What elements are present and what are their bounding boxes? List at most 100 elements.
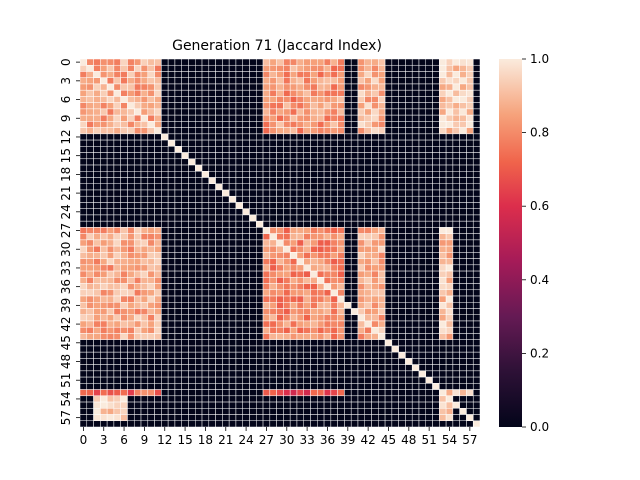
heatmap-cell (330, 364, 338, 372)
heatmap-cell (161, 320, 169, 328)
heatmap-cell (262, 333, 271, 340)
heatmap-cell (466, 195, 474, 203)
heatmap-cell (208, 233, 216, 241)
heatmap-cell (93, 401, 101, 409)
heatmap-cell (161, 71, 169, 78)
heatmap-cell (323, 258, 332, 266)
heatmap-cell (113, 208, 121, 216)
heatmap-cell (86, 252, 94, 259)
heatmap-cell (195, 289, 203, 297)
heatmap-cell (411, 202, 420, 209)
heatmap-cell (195, 227, 203, 234)
y-tick-label: 9 (59, 114, 73, 122)
heatmap-cell (133, 358, 142, 365)
heatmap-cell (201, 171, 210, 178)
heatmap-cell (350, 133, 359, 141)
heatmap-cell (93, 89, 101, 97)
heatmap-cell (167, 114, 176, 122)
heatmap-cell (79, 245, 88, 253)
heatmap-cell (181, 152, 189, 160)
heatmap-cell (472, 146, 481, 153)
heatmap-cell (106, 108, 115, 116)
heatmap-cell (418, 401, 427, 409)
heatmap-cell (262, 58, 271, 66)
heatmap-cell (79, 152, 88, 160)
heatmap-cell (323, 183, 332, 191)
x-tick-label: 42 (360, 433, 375, 447)
heatmap-cell (391, 127, 399, 135)
heatmap-cell (235, 114, 243, 122)
heatmap-cell (310, 239, 318, 247)
heatmap-cell (86, 233, 94, 241)
heatmap-cell (452, 183, 460, 191)
heatmap-cell (133, 233, 142, 241)
heatmap-cell (235, 308, 243, 315)
heatmap-cell (378, 314, 386, 322)
heatmap-cell (330, 408, 338, 415)
heatmap-cell (378, 208, 386, 216)
heatmap-cell (303, 283, 311, 291)
heatmap-cell (167, 152, 176, 160)
heatmap-cell (222, 308, 230, 315)
heatmap-cell (120, 64, 128, 72)
heatmap-cell (364, 71, 372, 78)
heatmap-cell (127, 202, 135, 209)
heatmap-cell (378, 214, 386, 222)
heatmap-cell (208, 302, 216, 309)
heatmap-cell (418, 127, 427, 135)
heatmap-cell (466, 401, 474, 409)
heatmap-cell (337, 214, 345, 222)
heatmap-cell (201, 83, 210, 91)
heatmap-cell (371, 283, 379, 291)
heatmap-cell (228, 289, 237, 297)
heatmap-cell (161, 358, 169, 365)
heatmap-cell (228, 139, 237, 147)
heatmap-cell (242, 289, 250, 297)
heatmap-cell (411, 83, 420, 91)
heatmap-cell (167, 395, 176, 403)
heatmap-cell (364, 102, 372, 110)
heatmap-cell (249, 127, 257, 135)
heatmap-cell (398, 158, 406, 166)
heatmap-cell (147, 264, 155, 272)
heatmap-cell (120, 133, 128, 141)
heatmap-cell (256, 208, 264, 216)
heatmap-cell (391, 233, 399, 241)
heatmap-cell (371, 108, 379, 116)
heatmap-cell (418, 326, 427, 334)
heatmap-cell (208, 326, 216, 334)
heatmap-cell (242, 146, 250, 153)
heatmap-cell (371, 214, 379, 222)
heatmap-cell (195, 195, 203, 203)
heatmap-cell (425, 383, 433, 390)
heatmap-cell (106, 139, 115, 147)
heatmap-cell (296, 96, 304, 103)
heatmap-cell (371, 339, 379, 347)
heatmap-cell (398, 358, 406, 365)
heatmap-cell (350, 395, 359, 403)
heatmap-cell (113, 295, 121, 303)
heatmap-cell (405, 302, 413, 309)
heatmap-cell (140, 202, 149, 209)
heatmap-cell (147, 77, 155, 85)
heatmap-cell (201, 77, 210, 85)
heatmap-cell (133, 302, 142, 309)
heatmap-cell (472, 345, 481, 353)
heatmap-cell (398, 370, 406, 378)
heatmap-cell (452, 77, 460, 85)
heatmap-cell (357, 64, 366, 72)
heatmap-cell (208, 351, 216, 359)
heatmap-cell (378, 152, 386, 160)
heatmap-cell (256, 264, 264, 272)
heatmap-cell (323, 376, 332, 384)
heatmap-cell (235, 83, 243, 91)
y-tick-label: 33 (59, 260, 73, 275)
x-tick-label: 39 (340, 433, 355, 447)
heatmap-cell (472, 121, 481, 128)
heatmap-cell (242, 83, 250, 91)
heatmap-cell (371, 270, 379, 278)
heatmap-cell (310, 202, 318, 209)
heatmap-cell (357, 252, 366, 259)
heatmap-cell (120, 339, 128, 347)
heatmap-cell (398, 164, 406, 172)
